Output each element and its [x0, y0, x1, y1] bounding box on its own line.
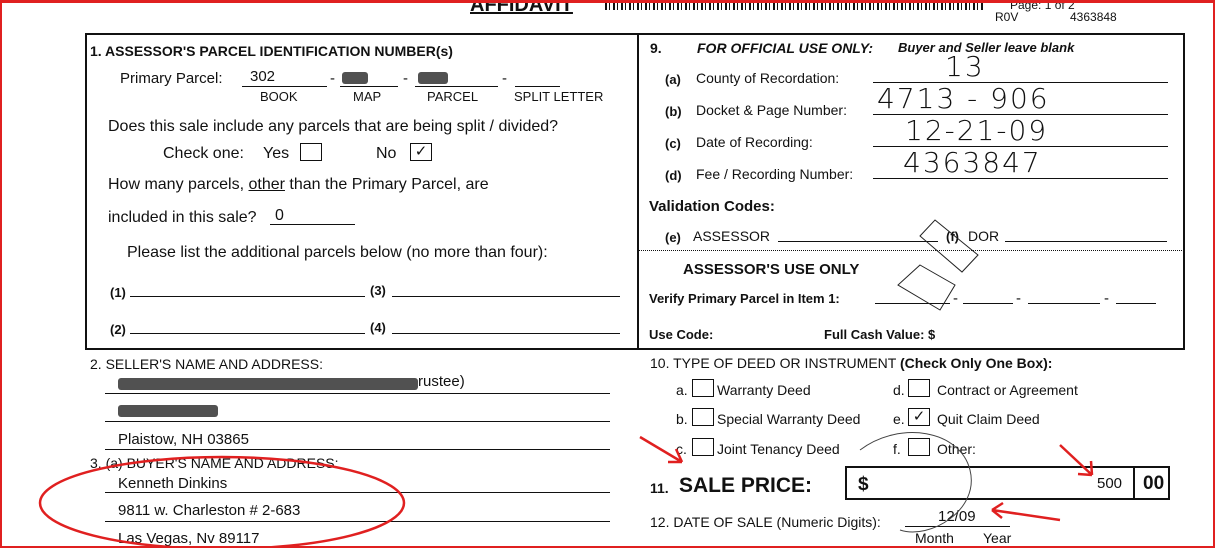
- sale-price-cents[interactable]: 00: [1143, 473, 1165, 494]
- buyer-name: Kenneth Dinkins: [118, 475, 228, 492]
- split-question: Does this sale include any parcels that …: [108, 118, 559, 135]
- warranty-deed-checkbox[interactable]: [692, 379, 714, 397]
- joint-tenancy-checkbox[interactable]: [692, 438, 714, 456]
- book-value[interactable]: 302: [250, 68, 276, 85]
- currency-symbol: $: [858, 474, 869, 495]
- deed-d-letter: d.: [893, 382, 905, 398]
- quit-claim-checkbox[interactable]: ✓: [908, 408, 930, 426]
- deed-b-letter: b.: [676, 411, 688, 427]
- date-recording-value: 12-21-09: [905, 114, 1049, 147]
- deed-c-letter: c.: [676, 441, 687, 457]
- use-code-label: Use Code:: [649, 327, 714, 342]
- how-many-text: How many parcels, other than the Primary…: [108, 176, 489, 193]
- d-label: (d): [665, 168, 682, 183]
- yes-checkbox[interactable]: [300, 143, 322, 161]
- docket-value: 4713 - 906: [877, 82, 1050, 115]
- docket-label: Docket & Page Number:: [696, 102, 847, 118]
- e-label: (e): [665, 230, 681, 245]
- check-one-label: Check one:: [163, 145, 244, 162]
- parcel-label: PARCEL: [427, 89, 479, 104]
- rov-code: R0V: [995, 10, 1019, 24]
- date-recording-label: Date of Recording:: [696, 134, 813, 150]
- split-letter-label: SPLIT LETTER: [514, 89, 604, 104]
- list-instructions: Please list the additional parcels below…: [127, 244, 548, 261]
- deed-e-letter: e.: [893, 411, 905, 427]
- parcel-2-field[interactable]: [130, 333, 365, 334]
- yes-label: Yes: [263, 145, 290, 162]
- s2-heading: 2. SELLER'S NAME AND ADDRESS:: [90, 356, 323, 372]
- parcel-2-label: (2): [110, 322, 126, 337]
- county-value: 13: [945, 50, 985, 83]
- deed-f-letter: f.: [893, 441, 901, 457]
- contract-checkbox[interactable]: [908, 379, 930, 397]
- parcel-1-label: (1): [110, 285, 126, 300]
- doc-title: AFFIDAVIT: [470, 0, 573, 16]
- parcel-4-field[interactable]: [392, 333, 620, 334]
- quit-claim-label: Quit Claim Deed: [937, 411, 1040, 427]
- book-label: BOOK: [260, 89, 298, 104]
- fee-label: Fee / Recording Number:: [696, 166, 854, 182]
- page-indicator: Page: 1 of 2: [1010, 0, 1075, 12]
- other-label: Other:: [937, 441, 976, 457]
- a-label: (a): [665, 72, 681, 87]
- parcel-3-field[interactable]: [392, 296, 620, 297]
- joint-tenancy-label: Joint Tenancy Deed: [717, 441, 840, 457]
- assessor-label: ASSESSOR: [693, 228, 771, 244]
- s10-heading: 10. TYPE OF DEED OR INSTRUMENT (Check On…: [650, 355, 1053, 371]
- parcel-3-label: (3): [370, 283, 386, 298]
- contract-label: Contract or Agreement: [937, 382, 1078, 398]
- b-label: (b): [665, 104, 682, 119]
- date-of-sale-label: 12. DATE OF SALE (Numeric Digits):: [650, 514, 881, 530]
- dor-label: DOR: [968, 228, 1000, 244]
- s9-heading: FOR OFFICIAL USE ONLY:: [697, 40, 874, 56]
- sale-price-label: SALE PRICE:: [679, 474, 813, 497]
- sale-price-dollars[interactable]: 500: [1097, 475, 1123, 492]
- s9-subheading: Buyer and Seller leave blank: [898, 40, 1075, 55]
- no-checkbox[interactable]: ✓: [410, 143, 432, 161]
- section-1-box: [85, 33, 1185, 350]
- full-cash-value-label: Full Cash Value: $: [824, 327, 936, 342]
- primary-parcel-label: Primary Parcel:: [120, 70, 223, 87]
- arrow-annotation: [991, 501, 1061, 522]
- year-label: Year: [983, 530, 1012, 546]
- special-warranty-checkbox[interactable]: [692, 408, 714, 426]
- deed-a-letter: a.: [676, 382, 688, 398]
- s9-number: 9.: [650, 40, 662, 56]
- validation-codes-heading: Validation Codes:: [649, 198, 775, 215]
- buyer-street: 9811 w. Charleston # 2-683: [118, 502, 301, 519]
- special-warranty-label: Special Warranty Deed: [717, 411, 861, 427]
- seller-name-tail: rustee): [418, 373, 465, 390]
- parcel-4-label: (4): [370, 320, 386, 335]
- buyer-city: Las Vegas, Nv 89117: [118, 530, 260, 547]
- month-label: Month: [915, 530, 954, 546]
- parcel-count[interactable]: 0: [275, 207, 284, 224]
- cents-divider: [1133, 466, 1135, 500]
- warranty-deed-label: Warranty Deed: [717, 382, 811, 398]
- seller-city: Plaistow, NH 03865: [118, 431, 249, 448]
- sale-price-box: [845, 466, 1170, 500]
- barcode: [605, 0, 985, 10]
- date-of-sale-value[interactable]: 12/09: [938, 508, 976, 525]
- f-label: (f): [946, 229, 959, 244]
- assessor-field[interactable]: [778, 241, 938, 242]
- column-divider: [637, 33, 639, 350]
- doc-number: 4363848: [1070, 10, 1117, 24]
- s1-heading: 1. ASSESSOR'S PARCEL IDENTIFICATION NUMB…: [90, 43, 453, 59]
- no-label: No: [376, 145, 397, 162]
- map-label: MAP: [353, 89, 382, 104]
- county-label: County of Recordation:: [696, 70, 840, 86]
- dotted-divider: [639, 250, 1184, 251]
- assessor-use-only-heading: ASSESSOR'S USE ONLY: [683, 261, 860, 278]
- s3-heading: 3. (a) BUYER'S NAME AND ADDRESS:: [90, 455, 339, 471]
- parcel-1-field[interactable]: [130, 296, 365, 297]
- c-label: (c): [665, 136, 681, 151]
- included-label: included in this sale?: [108, 209, 257, 226]
- dor-field[interactable]: [1005, 241, 1167, 242]
- fee-value: 4363847: [903, 146, 1042, 179]
- s11-number: 11.: [650, 480, 669, 496]
- other-checkbox[interactable]: [908, 438, 930, 456]
- verify-parcel-label: Verify Primary Parcel in Item 1:: [649, 291, 840, 306]
